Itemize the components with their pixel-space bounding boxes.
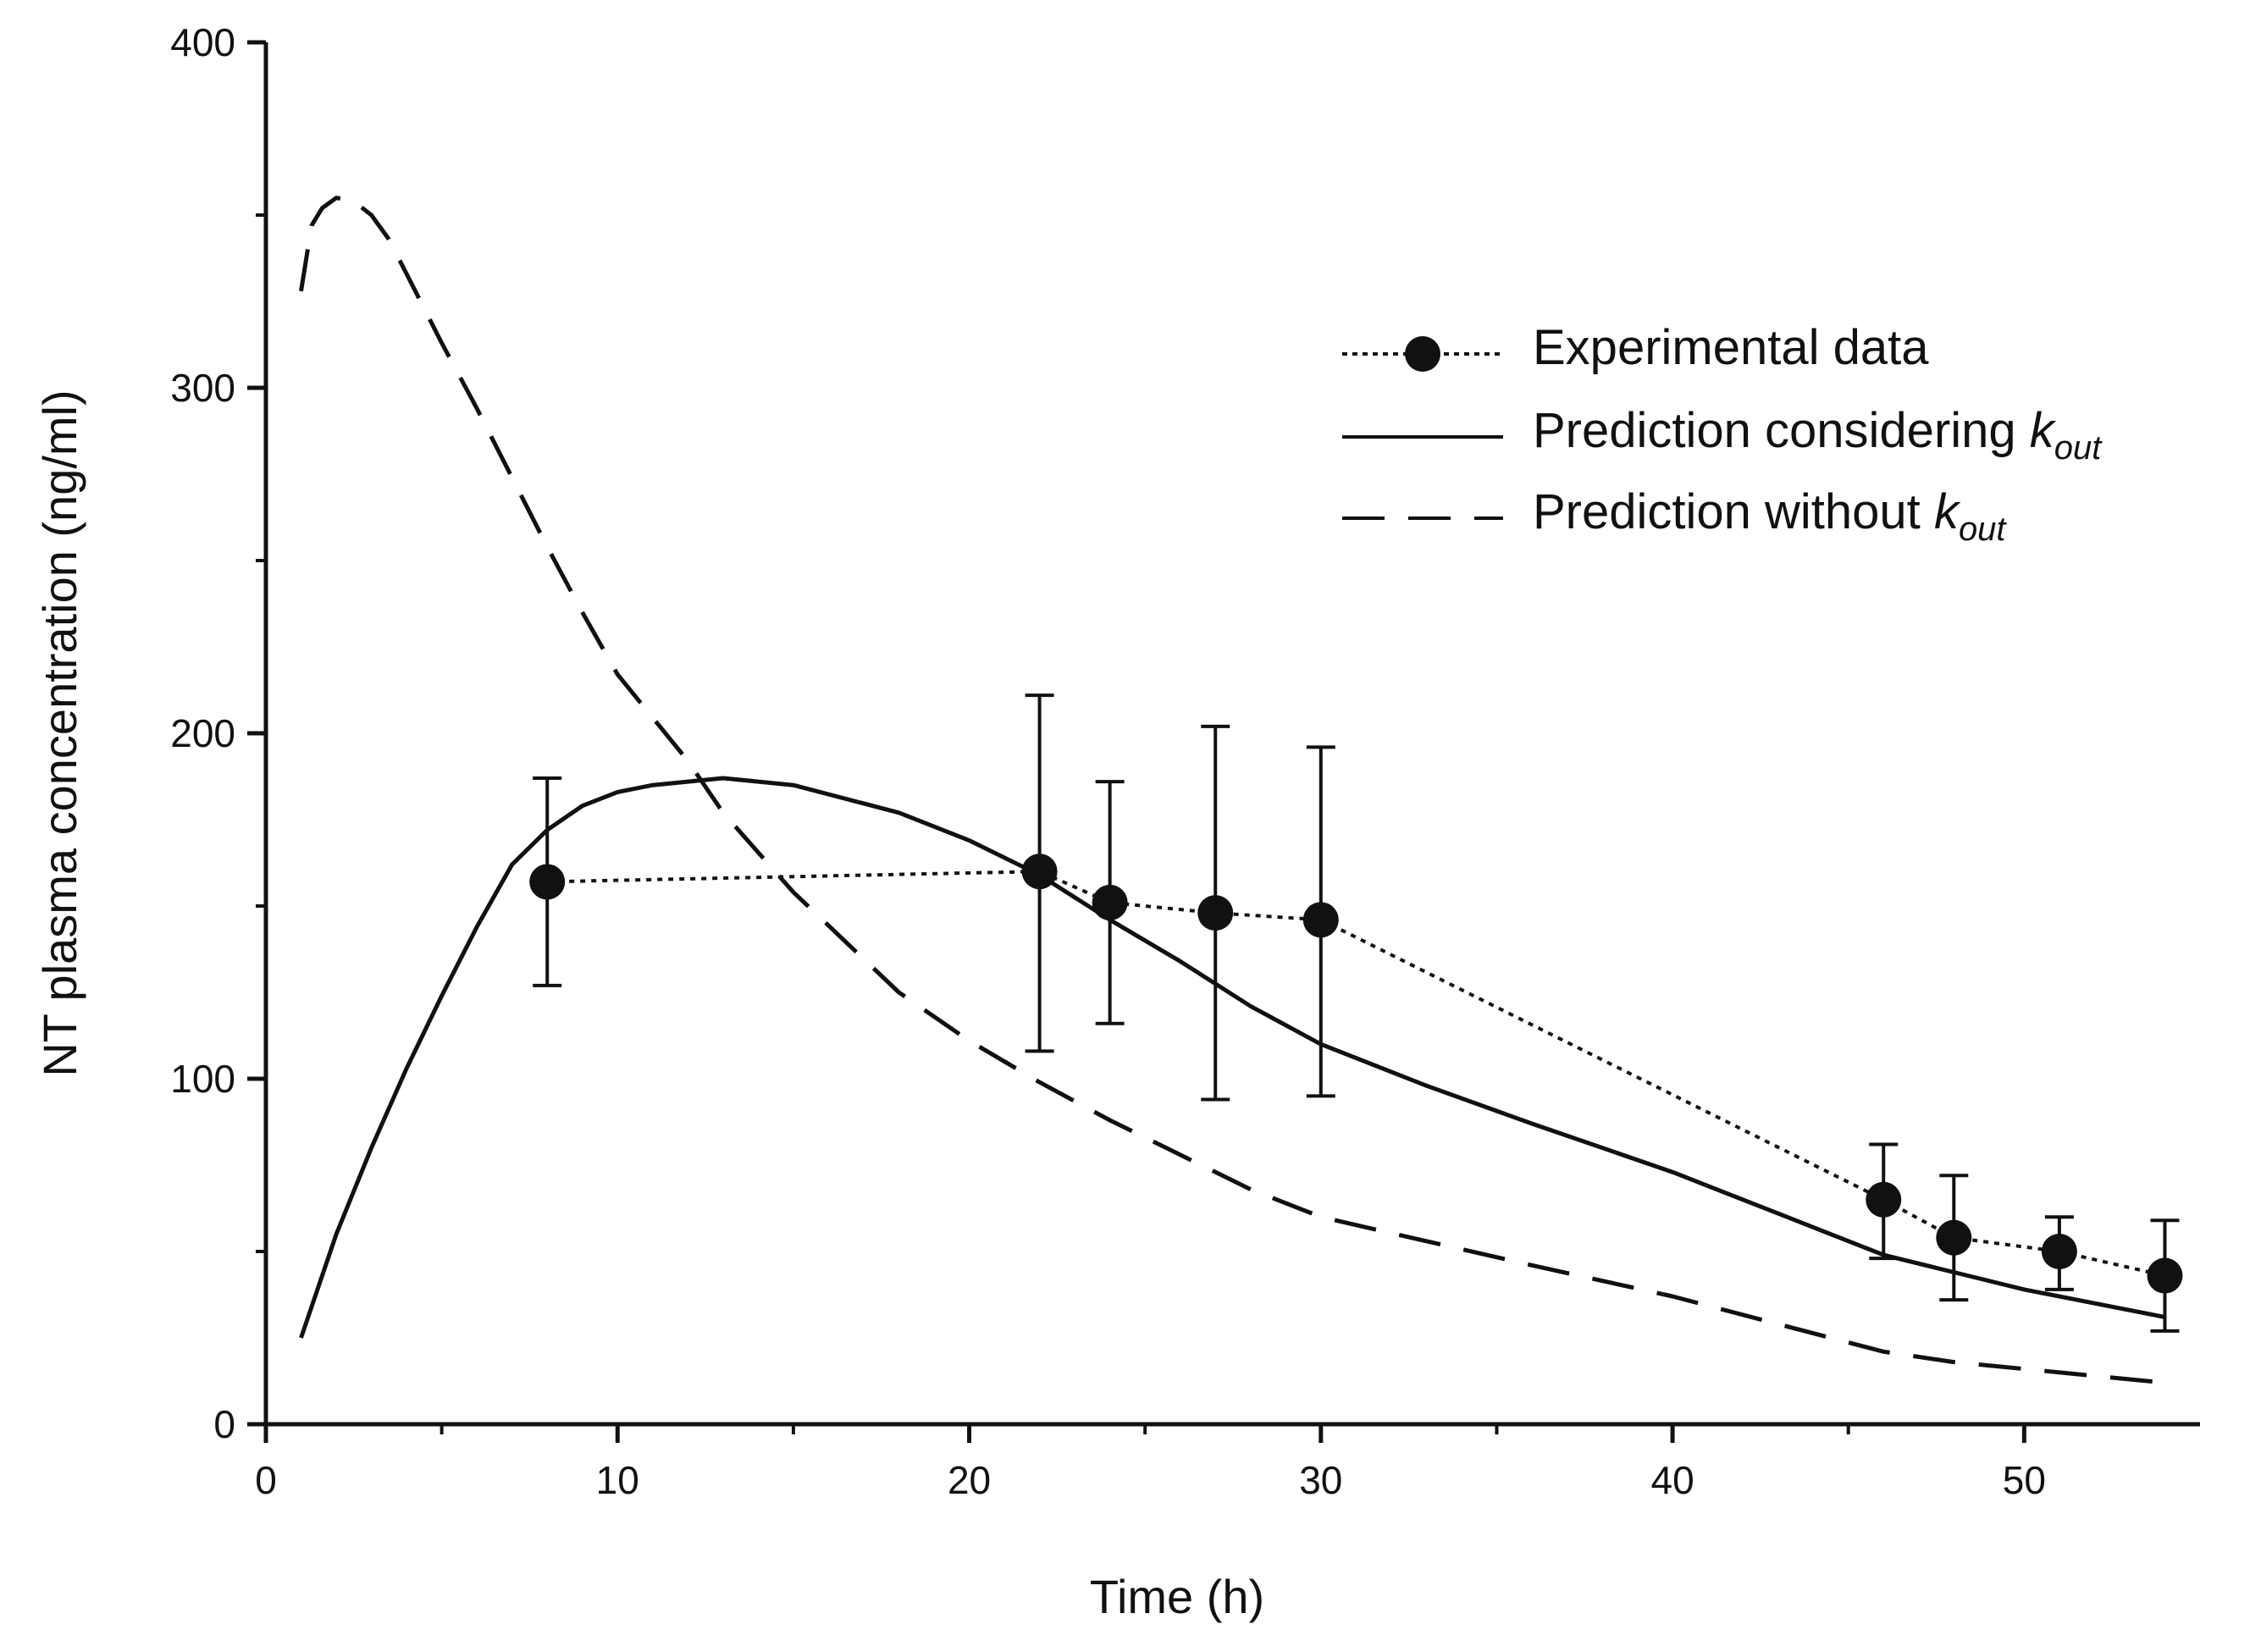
- plot-area: [299, 196, 2183, 1385]
- y-tick-label: 400: [170, 20, 235, 64]
- x-tick-label: 40: [1651, 1458, 1694, 1502]
- series-prediction-without-kout-line: [299, 196, 2165, 1385]
- data-point: [1936, 1219, 1972, 1256]
- data-point: [1197, 895, 1234, 931]
- legend-without-label: Prediction without kout: [1533, 484, 2007, 548]
- y-tick-label: 200: [170, 711, 235, 755]
- y-tick-label: 100: [170, 1057, 235, 1101]
- legend-considering-label: Prediction considering kout: [1533, 403, 2103, 467]
- data-point: [1092, 884, 1128, 920]
- series-experimental-line: [547, 870, 2165, 1278]
- data-point: [1302, 902, 1339, 938]
- legend-experimental-marker: [1405, 336, 1440, 372]
- data-point: [1866, 1181, 1902, 1218]
- y-tick-label: 300: [170, 366, 235, 410]
- y-tick-label: 0: [213, 1402, 235, 1446]
- y-axis-title: NT plasma concentration (ng/ml): [33, 390, 86, 1076]
- x-tick-label: 30: [1299, 1458, 1342, 1502]
- data-point: [1021, 854, 1058, 890]
- legend: Experimental data Prediction considering…: [1342, 320, 2103, 548]
- data-point: [2041, 1234, 2077, 1269]
- axes: [263, 42, 2200, 1427]
- x-tick-label: 0: [255, 1458, 277, 1502]
- axis-ticks: 0 10 20 30 40 50 0 100 200 300 400: [170, 20, 2046, 1502]
- x-tick-label: 10: [596, 1458, 639, 1502]
- series-prediction-considering-kout-line: [299, 776, 2165, 1339]
- x-tick-label: 20: [948, 1458, 991, 1502]
- data-point: [529, 864, 566, 900]
- x-axis-title: Time (h): [1090, 1570, 1264, 1623]
- x-tick-label: 50: [2003, 1458, 2046, 1502]
- data-point: [2147, 1257, 2183, 1294]
- legend-experimental-label: Experimental data: [1533, 320, 1929, 375]
